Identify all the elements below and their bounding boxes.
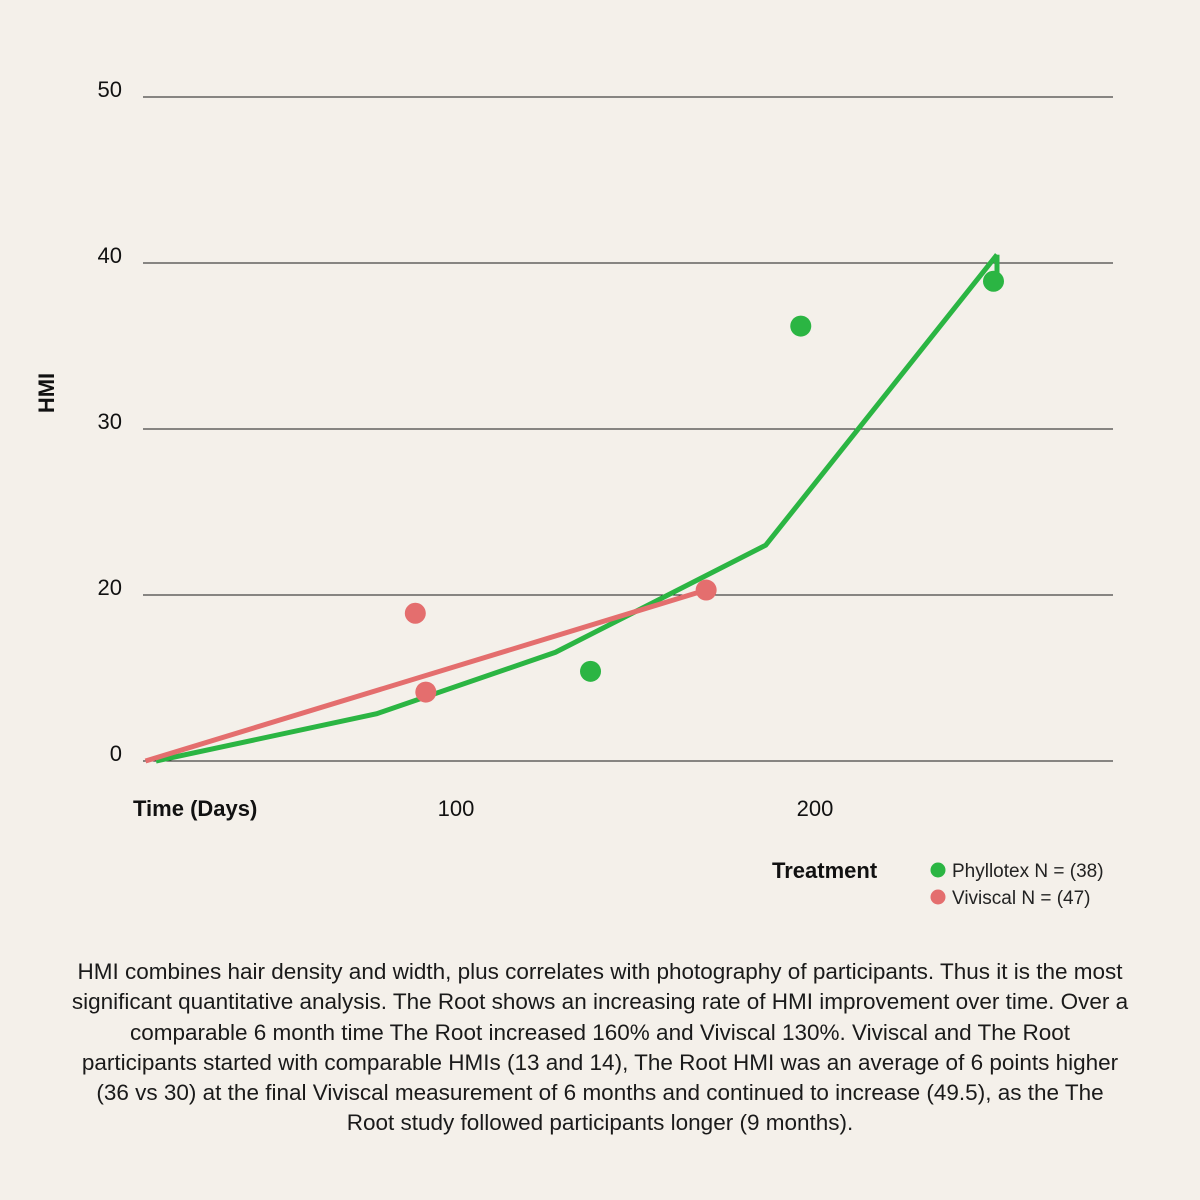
- grid-lines: [143, 96, 1113, 762]
- data-point-viviscal: [404, 602, 426, 624]
- x-tick-label: 100: [438, 796, 475, 821]
- y-tick-label: 30: [98, 409, 122, 434]
- legend-marker: [930, 889, 946, 905]
- legend-title: Treatment: [772, 858, 878, 883]
- legend-label: Phyllotex N = (38): [952, 861, 1104, 882]
- legend-marker: [930, 862, 946, 878]
- data-point-phyllotex: [580, 660, 602, 682]
- y-tick-label: 40: [98, 243, 122, 268]
- x-axis-ticks: 100 200: [438, 796, 834, 821]
- data-point-viviscal: [695, 579, 717, 601]
- y-axis-title: HMI: [34, 373, 59, 413]
- x-axis-title: Time (Days): [133, 796, 257, 821]
- legend: Treatment Phyllotex N = (38) Viviscal N =…: [772, 858, 1104, 909]
- series-group: [144, 253, 1004, 764]
- y-axis-ticks: 0 20 30 40 50: [98, 77, 122, 766]
- x-tick-label: 200: [797, 796, 834, 821]
- caption-text: HMI combines hair density and width, plu…: [71, 959, 1129, 1136]
- series-line-phyllotex: [155, 253, 999, 764]
- data-point-phyllotex: [790, 315, 812, 337]
- legend-label: Viviscal N = (47): [952, 888, 1091, 909]
- hmi-chart: 0 20 30 40 50 100 200 HMI Time (Days) Treatme…: [34, 77, 1113, 909]
- data-point-phyllotex: [982, 270, 1004, 292]
- data-point-viviscal: [415, 681, 437, 703]
- y-tick-label: 20: [98, 575, 122, 600]
- y-tick-label: 50: [98, 77, 122, 102]
- series-line-viviscal: [144, 587, 707, 764]
- y-tick-label: 0: [110, 741, 122, 766]
